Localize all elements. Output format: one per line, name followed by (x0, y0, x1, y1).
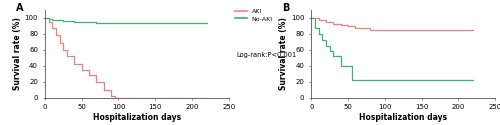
Legend: AKI, No-AKI: AKI, No-AKI (236, 9, 273, 22)
Text: A: A (16, 3, 23, 13)
X-axis label: Hospitalization days: Hospitalization days (359, 113, 447, 122)
Y-axis label: Survival rate (%): Survival rate (%) (279, 17, 288, 90)
Text: Log-rank:P<0.001: Log-rank:P<0.001 (236, 52, 296, 58)
Y-axis label: Survival rate (%): Survival rate (%) (13, 17, 22, 90)
X-axis label: Hospitalization days: Hospitalization days (93, 113, 181, 122)
Text: B: B (282, 3, 290, 13)
